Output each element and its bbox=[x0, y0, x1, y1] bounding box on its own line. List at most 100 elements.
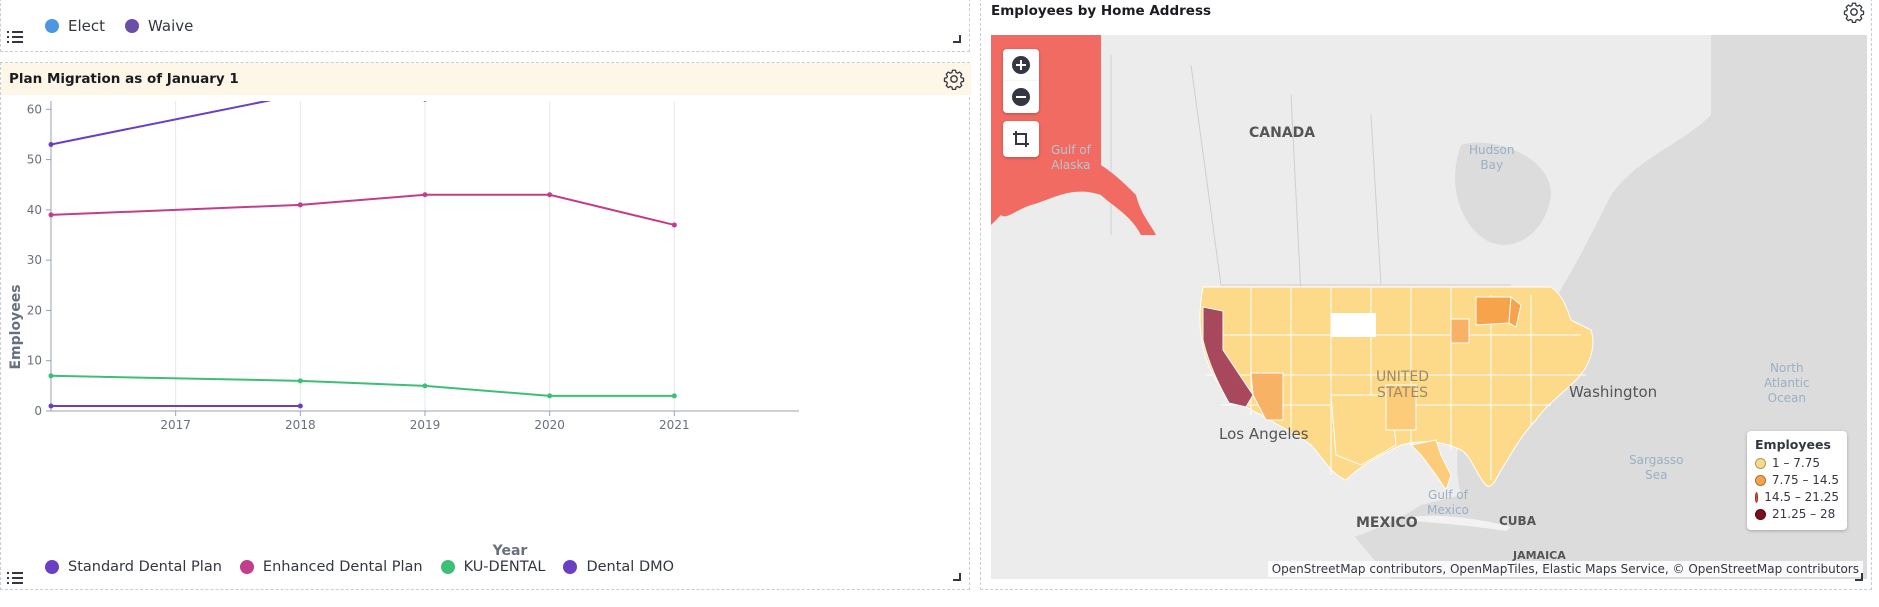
gear-icon[interactable] bbox=[943, 68, 965, 90]
y-tick-label: 50 bbox=[27, 153, 42, 167]
map-legend-row: 21.25 – 28 bbox=[1755, 507, 1839, 521]
legend-toggle-icon[interactable] bbox=[7, 31, 23, 43]
legend-label: Enhanced Dental Plan bbox=[262, 559, 423, 575]
legend-dot-elect bbox=[45, 19, 59, 33]
resize-handle-icon[interactable] bbox=[953, 35, 961, 43]
data-point bbox=[547, 192, 553, 198]
legend-item-standard-dental[interactable]: Standard Dental Plan bbox=[45, 559, 222, 575]
y-tick-label: 40 bbox=[27, 203, 42, 217]
legend-label: KU-DENTAL bbox=[463, 559, 546, 575]
y-tick-label: 0 bbox=[34, 404, 42, 418]
chart-grid bbox=[175, 101, 675, 411]
data-point bbox=[297, 378, 303, 384]
map-region-pennsylvania[interactable] bbox=[1475, 296, 1512, 326]
map-label-mexico: MEXICO bbox=[1356, 515, 1418, 531]
data-point bbox=[422, 383, 428, 389]
legend-label-elect: Elect bbox=[68, 17, 106, 35]
data-point bbox=[671, 222, 677, 228]
legend-dot bbox=[563, 560, 578, 574]
y-tick-label: 20 bbox=[27, 303, 42, 317]
map-region-mexico bbox=[1261, 430, 1391, 579]
data-point bbox=[48, 212, 54, 218]
legend-item-ku-dental[interactable]: KU-DENTAL bbox=[440, 559, 546, 575]
map-legend-title: Employees bbox=[1755, 437, 1831, 452]
x-tick-label: 2018 bbox=[285, 418, 316, 432]
x-tick-label: 2019 bbox=[410, 418, 441, 432]
legend-swatch bbox=[1755, 491, 1759, 503]
map-legend-row: 7.75 – 14.5 bbox=[1755, 473, 1839, 487]
legend-item-elect[interactable]: Elect bbox=[45, 17, 105, 35]
legend-swatch bbox=[1755, 457, 1766, 469]
crop-icon bbox=[1013, 131, 1029, 147]
gear-icon[interactable] bbox=[1843, 1, 1865, 23]
data-point bbox=[48, 373, 54, 379]
map-region-nodata bbox=[1331, 313, 1376, 337]
map-label-canada: CANADA bbox=[1249, 125, 1316, 141]
map-legend-row: 14.5 – 21.25 bbox=[1755, 490, 1839, 504]
panel-plan-migration: Plan Migration as of January 1 2017 2018 2… bbox=[0, 62, 971, 590]
map-label-alaska: Gulf of Alaska bbox=[1051, 143, 1091, 172]
map-borders bbox=[1110, 55, 1511, 296]
resize-handle-icon[interactable] bbox=[1855, 573, 1863, 581]
legend-range: 1 – 7.75 bbox=[1772, 456, 1820, 470]
map-region-cuba bbox=[1411, 515, 1511, 531]
legend-swatch bbox=[1755, 508, 1766, 520]
panel-employees-map: Employees by Home Address bbox=[980, 0, 1872, 590]
map-region-california[interactable] bbox=[1202, 306, 1254, 408]
data-point bbox=[48, 141, 54, 147]
zoom-out-icon bbox=[1012, 88, 1030, 106]
map-region-texas[interactable] bbox=[1330, 394, 1397, 466]
data-point bbox=[423, 101, 427, 102]
map-region-arizona[interactable] bbox=[1250, 372, 1284, 421]
map-label-us: UNITED STATES bbox=[1376, 369, 1430, 401]
y-tick-label: 10 bbox=[27, 354, 42, 368]
legend-dot bbox=[45, 560, 59, 574]
map-region-new-jersey[interactable] bbox=[1508, 296, 1522, 328]
resize-handle-icon[interactable] bbox=[953, 573, 961, 581]
top-legend: Elect Waive bbox=[45, 17, 193, 35]
y-axis-label: Employees bbox=[8, 284, 24, 369]
map-label-gulf-mexico: Gulf of Mexico bbox=[1427, 488, 1469, 517]
x-tick-label: 2021 bbox=[659, 418, 690, 432]
legend-range: 21.25 – 28 bbox=[1772, 507, 1836, 521]
map-label-hudson: Hudson Bay bbox=[1469, 143, 1515, 172]
map-canvas bbox=[991, 35, 1867, 579]
x-axis-label: Year bbox=[492, 543, 528, 559]
legend-swatch bbox=[1755, 474, 1766, 486]
legend-item-enhanced-dental[interactable]: Enhanced Dental Plan bbox=[239, 559, 423, 575]
series-line-1 bbox=[50, 193, 675, 226]
map-region-ohio[interactable] bbox=[1450, 318, 1470, 344]
legend-dot bbox=[239, 560, 254, 574]
line-chart: 20172018201920202021010203040506070 Empl… bbox=[8, 101, 799, 559]
map-label-cuba: CUBA bbox=[1499, 514, 1536, 528]
legend-label-waive: Waive bbox=[148, 17, 194, 35]
legend-label: Standard Dental Plan bbox=[68, 559, 222, 575]
zoom-in-icon bbox=[1012, 56, 1030, 74]
map-label-washington: Washington bbox=[1569, 383, 1658, 401]
map-label-sargasso: Sargasso Sea bbox=[1629, 453, 1684, 482]
y-tick-label: 30 bbox=[27, 253, 42, 267]
legend-dot-waive bbox=[125, 19, 140, 33]
legend-dot bbox=[440, 560, 455, 574]
panel-title-bar: Plan Migration as of January 1 bbox=[1, 63, 971, 95]
map-region-florida[interactable] bbox=[1409, 439, 1452, 492]
map-hudson-bay bbox=[1455, 142, 1551, 245]
zoom-out-button[interactable] bbox=[1003, 81, 1039, 113]
map-legend-row: 1 – 7.75 bbox=[1755, 456, 1839, 470]
legend-item-dental-dmo[interactable]: Dental DMO bbox=[563, 559, 674, 575]
legend-range: 7.75 – 14.5 bbox=[1771, 473, 1839, 487]
chart-legend: Standard Dental Plan Enhanced Dental Pla… bbox=[45, 559, 674, 575]
data-point bbox=[422, 192, 428, 198]
map-attribution[interactable]: OpenStreetMap contributors, OpenMapTiles… bbox=[1267, 561, 1863, 577]
fit-bounds-button[interactable] bbox=[1003, 121, 1039, 157]
panel-title: Employees by Home Address bbox=[991, 3, 1212, 19]
chart-axes: 20172018201920202021010203040506070 bbox=[27, 101, 799, 432]
legend-range: 14.5 – 21.25 bbox=[1764, 490, 1839, 504]
choropleth-map[interactable]: CANADA Hudson Bay Gulf of Alaska UNITED … bbox=[991, 35, 1867, 579]
map-legend: Employees 1 – 7.75 7.75 – 14.5 14.5 – 21… bbox=[1747, 431, 1847, 530]
legend-toggle-icon[interactable] bbox=[7, 572, 23, 584]
legend-item-waive[interactable]: Waive bbox=[125, 17, 193, 35]
y-tick-label: 60 bbox=[27, 102, 42, 116]
zoom-in-button[interactable] bbox=[1003, 49, 1039, 81]
map-region-alabama[interactable] bbox=[1385, 384, 1417, 431]
